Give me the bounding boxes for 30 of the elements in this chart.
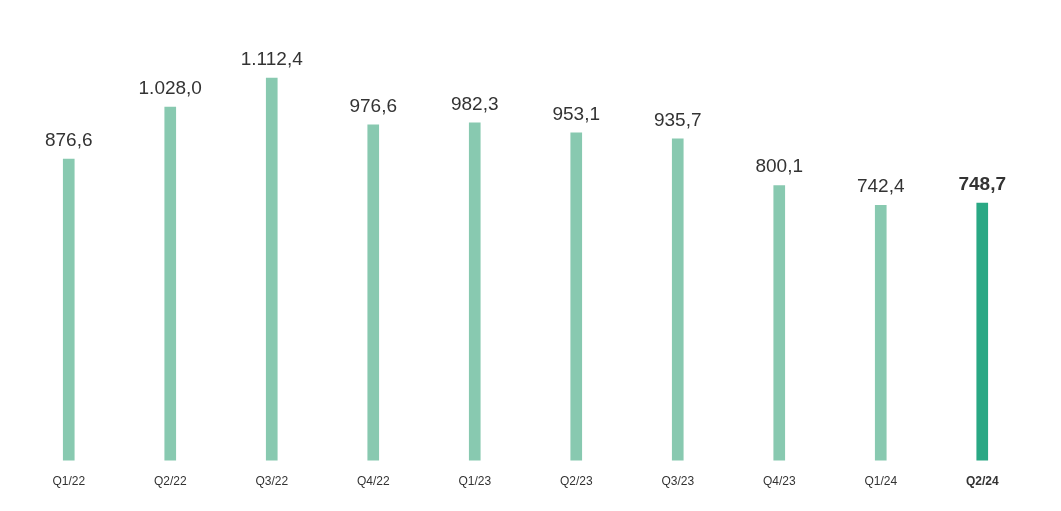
data-label: 976,6 (349, 94, 398, 116)
x-tick-label: Q1/22 (52, 474, 86, 489)
data-label: 982,3 (450, 92, 499, 114)
x-tick-label: Q4/22 (356, 474, 390, 489)
x-tick-label: Q4/23 (762, 474, 796, 489)
bar (773, 185, 786, 461)
data-label: 748,7 (958, 172, 1007, 194)
bar (265, 77, 278, 461)
x-tick-label: Q3/23 (661, 474, 695, 489)
x-tick-label: Q3/22 (255, 474, 289, 489)
x-tick-label: Q1/24 (864, 474, 898, 489)
bar (570, 132, 583, 461)
data-label: 742,4 (856, 175, 905, 197)
x-tick-label: Q2/24 (965, 474, 999, 489)
data-label: 935,7 (653, 108, 702, 130)
bar (976, 202, 989, 461)
bar (62, 158, 75, 461)
data-label: 953,1 (552, 102, 601, 124)
x-tick-label: Q2/22 (153, 474, 187, 489)
data-label: 876,6 (44, 128, 93, 150)
bar (164, 106, 177, 461)
x-tick-label: Q1/23 (458, 474, 492, 489)
bar (671, 138, 684, 461)
data-label: 1.112,4 (240, 47, 304, 69)
data-label: 800,1 (755, 155, 804, 177)
data-label: 1.028,0 (138, 76, 202, 98)
bar (367, 124, 380, 461)
bar (468, 122, 481, 461)
bar (874, 205, 887, 461)
x-tick-label: Q2/23 (559, 474, 593, 489)
